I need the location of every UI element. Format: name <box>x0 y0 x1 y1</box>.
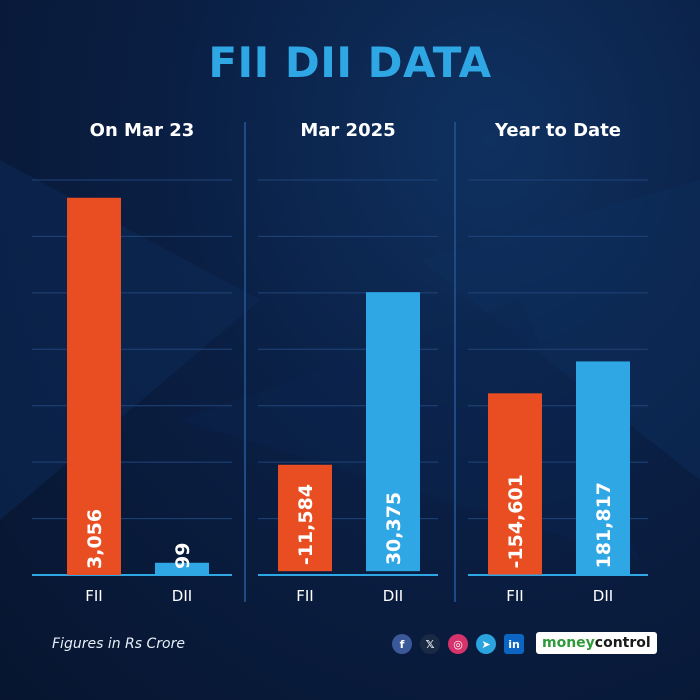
chart-svg: -154,601 FII 181,817 DII <box>468 179 648 605</box>
panel-divider-1 <box>244 122 246 602</box>
telegram-icon[interactable]: ➤ <box>476 634 496 654</box>
moneycontrol-logo[interactable]: money control <box>536 632 657 654</box>
page-title: FII DII DATA <box>208 38 492 87</box>
facebook-icon[interactable]: f <box>392 634 412 654</box>
data-label-dii: 30,375 <box>383 492 405 565</box>
data-label-dii: 181,817 <box>593 482 615 569</box>
bar-dii <box>155 562 209 575</box>
instagram-icon[interactable]: ◎ <box>448 634 468 654</box>
category-label-fii: FII <box>296 587 313 605</box>
brand-part2: control <box>594 635 651 651</box>
category-label-dii: DII <box>383 587 403 605</box>
data-label-fii: -11,584 <box>295 484 317 565</box>
chart-title: On Mar 23 <box>89 120 195 141</box>
category-label-fii: FII <box>85 587 102 605</box>
panel-divider-2 <box>454 122 456 602</box>
category-label-fii: FII <box>506 587 523 605</box>
category-label-dii: DII <box>593 587 613 605</box>
x-icon[interactable]: 𝕏 <box>420 634 440 654</box>
brand-part1: money <box>542 635 595 651</box>
category-label-dii: DII <box>172 587 192 605</box>
bar-fii <box>278 464 332 572</box>
chart-panel-mar2025: Mar 2025 -11,584 FII 30,375 DII <box>248 110 448 610</box>
chart-svg: 3,056 FII 99 DII <box>32 179 232 605</box>
chart-title: Year to Date <box>494 120 622 141</box>
chart-svg: -11,584 FII 30,375 DII <box>258 179 438 605</box>
chart-panel-mar23: On Mar 23 3,056 FII 99 DII <box>32 110 242 610</box>
bar-fii <box>67 197 121 575</box>
chart-panel-ytd: Year to Date -154,601 FII 181,817 DII <box>458 110 658 610</box>
data-label-fii: 3,056 <box>84 509 106 569</box>
bar-dii <box>366 292 420 572</box>
linkedin-icon[interactable]: in <box>504 634 524 654</box>
units-footnote: Figures in Rs Crore <box>52 636 185 652</box>
data-label-dii: 99 <box>172 543 194 569</box>
bar-fii <box>488 393 542 575</box>
data-label-fii: -154,601 <box>505 474 527 568</box>
bar-dii <box>576 361 630 575</box>
chart-title: Mar 2025 <box>300 120 396 141</box>
